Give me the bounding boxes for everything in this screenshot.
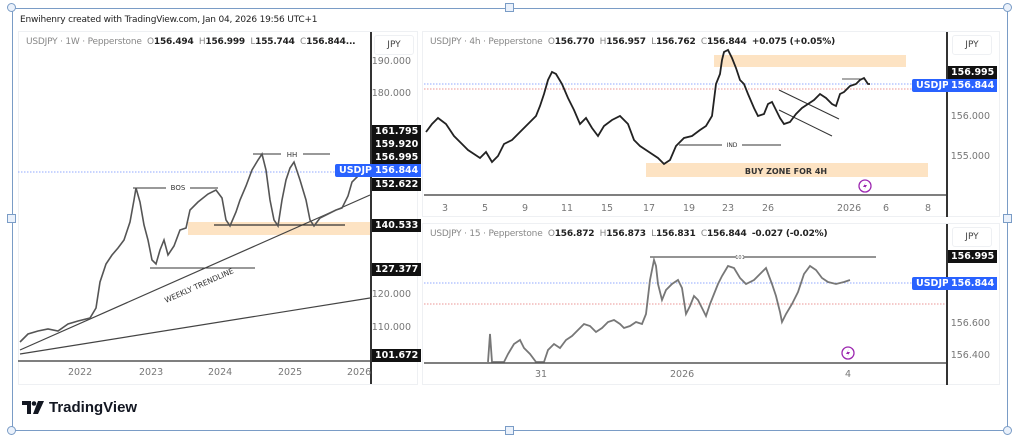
ytick: 155.000 xyxy=(950,151,990,162)
currency-label-4h[interactable]: JPY xyxy=(952,35,992,55)
xtick: 2024 xyxy=(208,367,233,378)
level-badge: 140.533 xyxy=(372,219,422,232)
xtick: 2023 xyxy=(139,367,164,378)
legend-15m: USDJPY · 15 · Pepperstone O156.872 H156.… xyxy=(430,229,828,239)
4h-price-axis-border xyxy=(946,32,948,217)
symbol-tag-4h: USDJPY xyxy=(912,79,960,92)
xtick: 3 xyxy=(442,203,449,214)
currency-label-15m[interactable]: JPY xyxy=(952,227,992,247)
ytick: 156.400 xyxy=(950,350,990,361)
15m-plot[interactable]: 101 xyxy=(424,244,946,364)
resize-handle-right[interactable] xyxy=(1003,214,1012,223)
tradingview-logo[interactable]: TradingView xyxy=(22,399,137,416)
price-badge-4h: 156.844 xyxy=(948,79,998,92)
xtick: 31 xyxy=(535,369,548,380)
resize-handle-top-right[interactable] xyxy=(1003,3,1012,12)
level-badge: 161.795 xyxy=(372,125,422,138)
xtick: 17 xyxy=(643,203,656,214)
weekly-price-axis-border xyxy=(370,32,372,384)
xtick: 4 xyxy=(845,369,852,380)
resize-handle-top[interactable] xyxy=(505,3,514,12)
xtick: 19 xyxy=(683,203,696,214)
level-badge: 152.622 xyxy=(372,178,422,191)
level-badge: 159.920 xyxy=(372,138,422,151)
bos-label: BOS xyxy=(171,184,186,192)
level-badge: 156.995 xyxy=(372,151,422,164)
resize-handle-bottom-right[interactable] xyxy=(1003,426,1012,435)
resize-handle-top-left[interactable] xyxy=(7,3,16,12)
alert-icon xyxy=(841,346,855,360)
ytick: 120.000 xyxy=(371,289,411,300)
ytick: 190.000 xyxy=(371,56,411,67)
ind-label: IND xyxy=(727,142,738,149)
legend-weekly: USDJPY · 1W · Pepperstone O156.494 H156.… xyxy=(26,37,356,47)
weekly-plot[interactable]: BOS HH WEEKLY TRENDLINE xyxy=(18,50,370,362)
level-101-label: 101 xyxy=(735,255,745,261)
ytick: 110.000 xyxy=(371,322,411,333)
15m-price-axis-border xyxy=(946,224,948,385)
legend-4h: USDJPY · 4h · Pepperstone O156.770 H156.… xyxy=(430,37,835,47)
xtick: 9 xyxy=(522,203,529,214)
4h-plot[interactable]: BUY ZONE FOR 4H IND xyxy=(424,44,946,196)
trendline-label: WEEKLY TRENDLINE xyxy=(163,266,235,305)
level-badge: 127.377 xyxy=(372,263,422,276)
alert-icon xyxy=(858,179,872,193)
xtick: 2026 xyxy=(670,369,695,380)
xtick: 2022 xyxy=(68,367,93,378)
resize-handle-bottom[interactable] xyxy=(505,426,514,435)
xtick: 2025 xyxy=(278,367,303,378)
xtick: 11 xyxy=(561,203,574,214)
ytick: 156.600 xyxy=(950,318,990,329)
resize-handle-bottom-left[interactable] xyxy=(7,426,16,435)
xtick: 2026 xyxy=(347,367,372,378)
symbol-tag-weekly: USDJPY xyxy=(335,164,383,177)
xtick: 6 xyxy=(883,203,890,214)
level-badge: 156.995 xyxy=(948,66,998,79)
chart-panel-weekly[interactable] xyxy=(18,31,418,385)
xtick: 2026 xyxy=(837,203,862,214)
tradingview-logo-text: TradingView xyxy=(49,399,138,416)
currency-label-weekly[interactable]: JPY xyxy=(374,35,414,55)
resize-handle-left[interactable] xyxy=(7,214,16,223)
price-badge-weekly: 156.844 xyxy=(372,164,422,177)
level-badge: 156.995 xyxy=(948,250,998,263)
xtick: 23 xyxy=(722,203,735,214)
xtick: 26 xyxy=(762,203,775,214)
ytick: 180.000 xyxy=(371,88,411,99)
symbol-tag-15m: USDJPY xyxy=(912,277,960,290)
buy-zone-label: BUY ZONE FOR 4H xyxy=(745,167,827,176)
ytick: 156.000 xyxy=(950,111,990,122)
credit-line: Enwihenry created with TradingView.com, … xyxy=(20,15,318,25)
price-badge-15m: 156.844 xyxy=(948,277,998,290)
level-badge: 101.672 xyxy=(372,349,422,362)
xtick: 15 xyxy=(601,203,614,214)
xtick: 8 xyxy=(925,203,932,214)
hh-label: HH xyxy=(287,151,298,159)
tradingview-logo-icon xyxy=(22,401,44,414)
xtick: 5 xyxy=(482,203,489,214)
